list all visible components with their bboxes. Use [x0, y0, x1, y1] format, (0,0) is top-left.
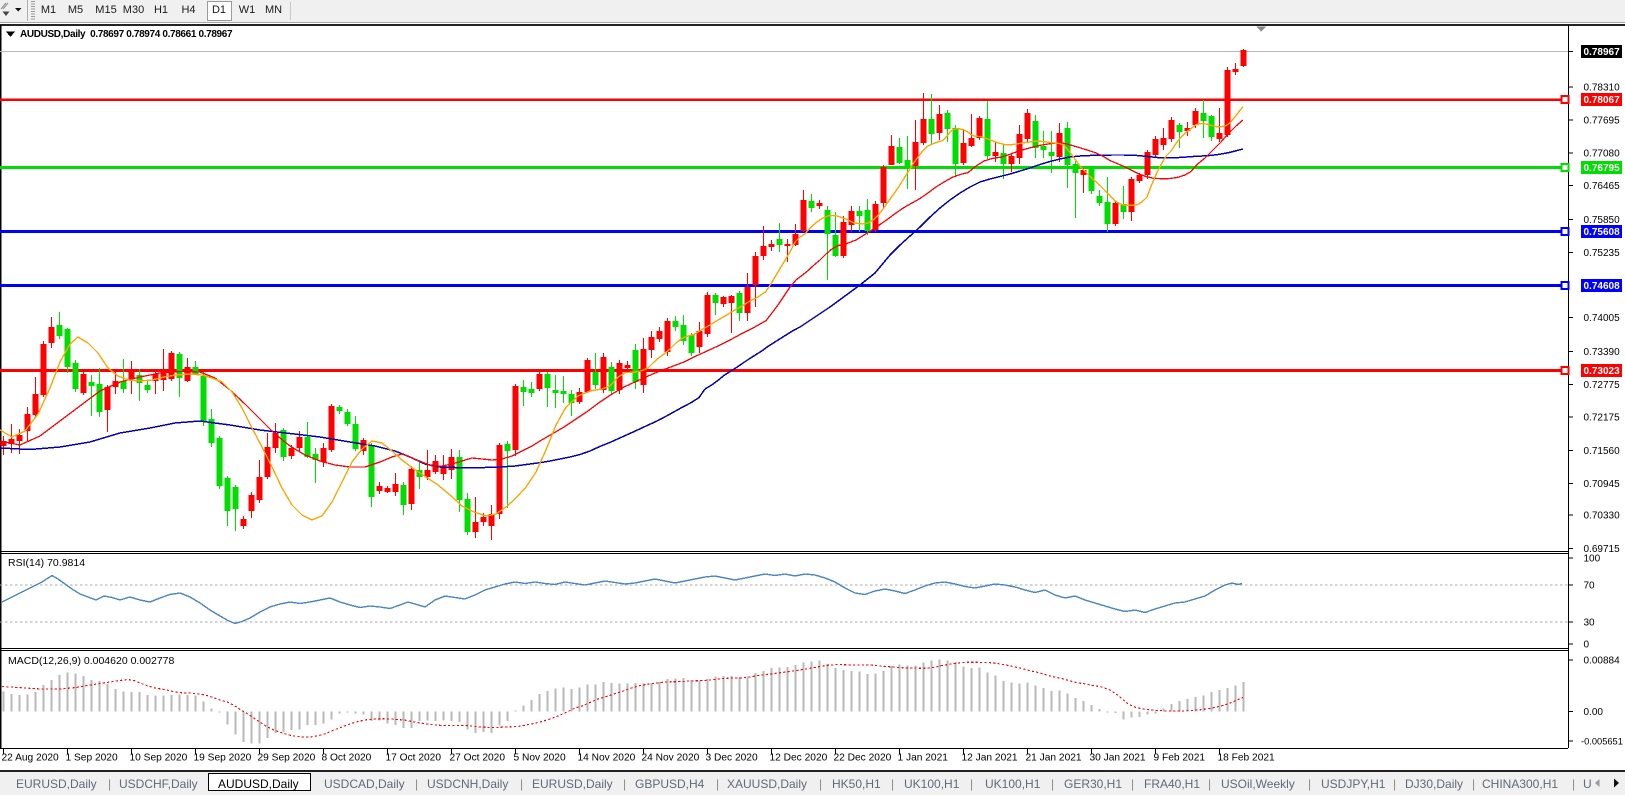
svg-text:12 Dec 2020: 12 Dec 2020	[770, 753, 828, 764]
svg-text:0.74608: 0.74608	[1584, 281, 1621, 292]
svg-text:0: 0	[1584, 640, 1590, 651]
svg-text:24 Nov 2020: 24 Nov 2020	[642, 753, 700, 764]
svg-text:19 Sep 2020: 19 Sep 2020	[194, 753, 252, 764]
svg-text:0.71560: 0.71560	[1584, 446, 1621, 457]
svg-text:0.72175: 0.72175	[1584, 413, 1621, 424]
svg-text:22 Dec 2020: 22 Dec 2020	[834, 753, 892, 764]
svg-text:-0.005651: -0.005651	[1581, 737, 1623, 747]
svg-text:0.70330: 0.70330	[1584, 511, 1621, 522]
svg-text:29 Sep 2020: 29 Sep 2020	[258, 753, 316, 764]
svg-text:MACD(12,26,9) 0.004620 0.00277: MACD(12,26,9) 0.004620 0.002778	[8, 655, 175, 667]
svg-text:70: 70	[1584, 581, 1596, 592]
svg-text:5 Nov 2020: 5 Nov 2020	[514, 753, 566, 764]
svg-text:12 Jan 2021: 12 Jan 2021	[962, 753, 1018, 764]
svg-text:0.75608: 0.75608	[1584, 227, 1621, 238]
svg-text:0.00: 0.00	[1584, 707, 1604, 718]
svg-text:14 Nov 2020: 14 Nov 2020	[578, 753, 636, 764]
svg-text:0.73023: 0.73023	[1584, 366, 1621, 377]
svg-text:9 Feb 2021: 9 Feb 2021	[1154, 753, 1206, 764]
svg-text:0.00884: 0.00884	[1584, 656, 1621, 667]
svg-text:0.76795: 0.76795	[1584, 163, 1621, 174]
svg-text:0.78067: 0.78067	[1584, 95, 1621, 106]
svg-text:AUDUSD,Daily 0.78697 0.78974: AUDUSD,Daily 0.78697 0.78974 0.78661 0.7…	[20, 29, 233, 40]
svg-text:30 Jan 2021: 30 Jan 2021	[1090, 753, 1146, 764]
svg-text:0.70945: 0.70945	[1584, 479, 1621, 490]
svg-text:30: 30	[1584, 618, 1596, 629]
svg-text:18 Feb 2021: 18 Feb 2021	[1218, 753, 1276, 764]
svg-text:0.78967: 0.78967	[1584, 47, 1621, 58]
svg-text:0.77695: 0.77695	[1584, 116, 1621, 127]
svg-text:0.74005: 0.74005	[1584, 313, 1621, 324]
svg-text:1 Jan 2021: 1 Jan 2021	[898, 753, 949, 764]
svg-text:RSI(14) 70.9814: RSI(14) 70.9814	[8, 557, 85, 569]
svg-text:27 Oct 2020: 27 Oct 2020	[450, 753, 506, 764]
svg-text:0.75235: 0.75235	[1584, 248, 1621, 259]
svg-text:10 Sep 2020: 10 Sep 2020	[130, 753, 188, 764]
svg-text:0.73390: 0.73390	[1584, 347, 1621, 358]
svg-text:0.72775: 0.72775	[1584, 380, 1621, 391]
svg-text:0.78310: 0.78310	[1584, 83, 1621, 94]
svg-text:0.69715: 0.69715	[1584, 544, 1621, 555]
svg-text:0.75850: 0.75850	[1584, 215, 1621, 226]
svg-text:17 Oct 2020: 17 Oct 2020	[386, 753, 442, 764]
svg-text:3 Dec 2020: 3 Dec 2020	[706, 753, 758, 764]
svg-text:8 Oct 2020: 8 Oct 2020	[322, 753, 372, 764]
svg-text:0.77080: 0.77080	[1584, 149, 1621, 160]
svg-text:1 Sep 2020: 1 Sep 2020	[66, 753, 118, 764]
svg-text:22 Aug 2020: 22 Aug 2020	[2, 753, 60, 764]
svg-text:21 Jan 2021: 21 Jan 2021	[1026, 753, 1082, 764]
svg-text:100: 100	[1584, 554, 1601, 565]
svg-text:0.76465: 0.76465	[1584, 181, 1621, 192]
